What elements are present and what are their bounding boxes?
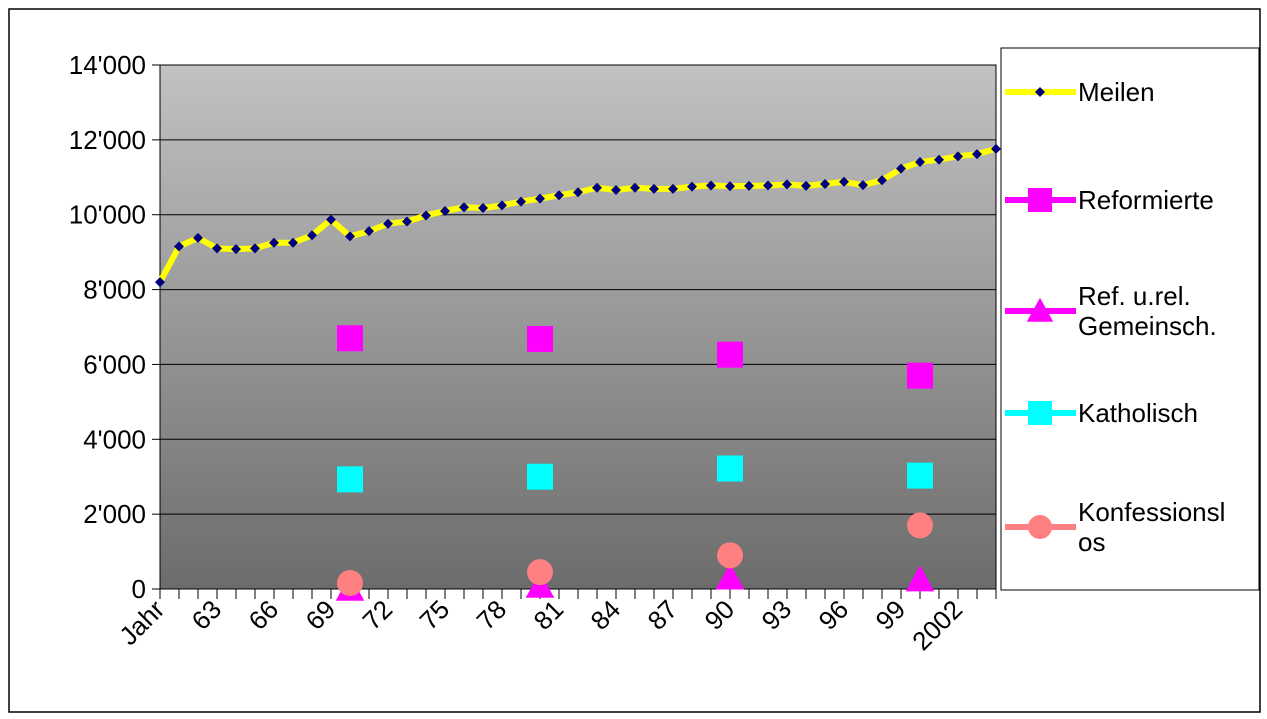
data-point — [345, 231, 355, 242]
series-0 — [155, 143, 1001, 288]
data-point — [630, 182, 640, 193]
legend-label: Katholisch — [1078, 398, 1198, 428]
data-point — [649, 183, 659, 194]
data-point — [174, 241, 184, 252]
legend-item: Reformierte — [1005, 185, 1214, 215]
data-point — [307, 230, 317, 241]
y-tick-label: 4'000 — [83, 424, 146, 454]
data-point — [907, 462, 933, 489]
data-point — [326, 214, 336, 225]
data-point — [554, 190, 564, 201]
y-tick-label: 10'000 — [69, 200, 146, 230]
data-point — [706, 180, 716, 191]
legend-label: Konfessionsl os — [1078, 497, 1225, 557]
legend-item: Konfessionsl os — [1005, 497, 1225, 557]
data-point — [801, 180, 811, 191]
data-point — [687, 181, 697, 192]
data-point — [953, 151, 963, 162]
data-point — [269, 237, 279, 248]
data-point — [763, 180, 773, 191]
data-point — [991, 143, 1001, 154]
y-tick-label: 6'000 — [83, 349, 146, 379]
legend-item: Ref. u.rel. Gemeinsch. — [1005, 281, 1217, 341]
data-point — [459, 202, 469, 213]
data-point — [288, 237, 298, 248]
data-point — [717, 341, 743, 368]
legend-label: Meilen — [1078, 77, 1155, 107]
data-point — [715, 563, 745, 590]
data-point — [535, 193, 545, 204]
y-tick-label: 12'000 — [69, 125, 146, 155]
data-point — [858, 180, 868, 191]
legend-item: Meilen — [1005, 77, 1155, 107]
data-point — [915, 156, 925, 167]
data-point — [231, 244, 241, 255]
data-point — [907, 512, 933, 539]
data-point — [527, 559, 553, 586]
data-point — [337, 466, 363, 493]
data-point — [527, 325, 553, 352]
data-point — [573, 187, 583, 198]
legend-marker — [1028, 401, 1052, 425]
data-point — [668, 183, 678, 194]
data-point — [592, 182, 602, 193]
data-point — [337, 325, 363, 352]
data-point — [478, 202, 488, 213]
data-point — [839, 176, 849, 187]
data-point — [717, 542, 743, 569]
legend-marker — [1026, 297, 1054, 322]
data-point — [497, 200, 507, 211]
legend-item: Katholisch — [1005, 398, 1198, 428]
data-point — [611, 185, 621, 196]
data-point — [820, 179, 830, 190]
data-point — [383, 218, 393, 229]
data-point — [155, 277, 165, 288]
data-point — [527, 463, 553, 490]
data-point — [402, 216, 412, 227]
data-point — [717, 455, 743, 482]
plot-area — [159, 64, 997, 590]
y-axis: 0 2'000 4'000 6'000 8'000 10'000 12'000 14'000 — [69, 50, 160, 604]
data-point — [972, 149, 982, 160]
y-tick-label: 8'000 — [83, 275, 146, 305]
series-layer — [155, 143, 1001, 601]
legend-label: Reformierte — [1078, 185, 1214, 215]
data-point — [934, 154, 944, 165]
data-point — [896, 163, 906, 174]
series-1 — [337, 325, 933, 389]
data-point — [516, 196, 526, 207]
data-point — [877, 175, 887, 186]
data-point — [337, 570, 363, 597]
data-point — [725, 181, 735, 192]
data-point — [440, 205, 450, 216]
gridlines — [160, 64, 996, 590]
legend: Meilen Reformierte Ref. u.rel. Gemeinsch. Ka… — [1000, 47, 1260, 591]
legend-label: Ref. u.rel. Gemeinsch. — [1078, 281, 1217, 341]
data-point — [782, 179, 792, 190]
data-point — [212, 243, 222, 254]
data-point — [905, 565, 935, 592]
y-tick-label: 2'000 — [83, 499, 146, 529]
legend-marker — [1028, 515, 1052, 539]
data-point — [250, 243, 260, 254]
data-point — [907, 362, 933, 389]
series-4 — [337, 512, 933, 597]
legend-marker — [1035, 87, 1045, 97]
data-point — [744, 180, 754, 191]
data-point — [421, 210, 431, 221]
data-point — [364, 226, 374, 237]
legend-marker — [1028, 188, 1052, 212]
y-tick-label: 14'000 — [69, 50, 146, 80]
data-point — [193, 232, 203, 243]
y-tick-label: 0 — [132, 574, 146, 604]
series-3 — [337, 455, 933, 493]
